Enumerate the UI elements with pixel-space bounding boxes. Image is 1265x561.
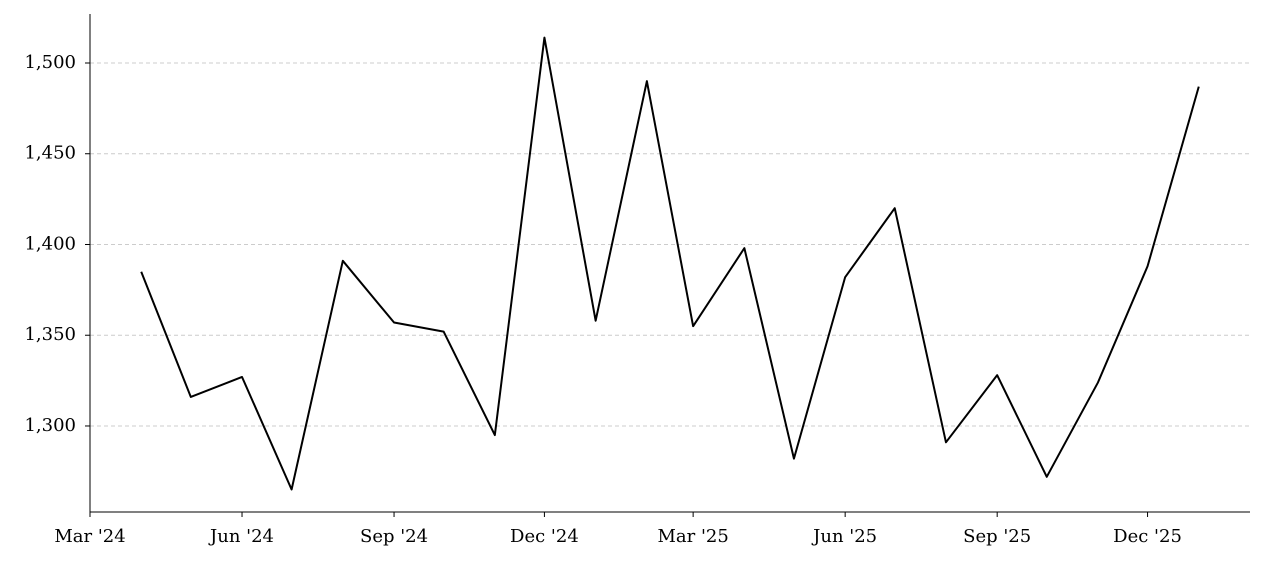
y-tick-label: 1,500 (24, 52, 76, 73)
y-tick-label: 1,400 (24, 233, 76, 254)
y-tick-label: 1,300 (24, 415, 76, 436)
y-tick-label: 1,350 (24, 324, 76, 345)
x-tick-label: Sep '24 (360, 526, 428, 547)
line (140, 36, 1200, 491)
x-tick-label: Dec '25 (1113, 526, 1182, 547)
x-tick-label: Dec '24 (510, 526, 579, 547)
x-tick-label: Mar '25 (657, 526, 728, 547)
y-tick-label: 1,450 (24, 143, 76, 164)
x-tick-label: Jun '25 (811, 526, 877, 547)
x-tick-label: Jun '24 (208, 526, 274, 547)
x-tick-label: Mar '24 (54, 526, 125, 547)
x-tick-label: Sep '25 (963, 526, 1031, 547)
